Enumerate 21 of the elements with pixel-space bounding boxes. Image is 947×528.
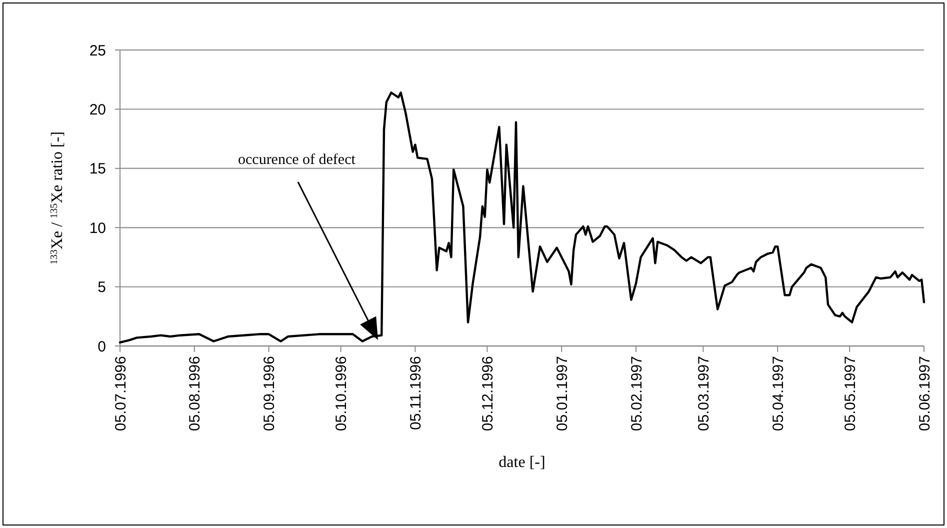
x-tick-label: 05.06.1997 [916,356,934,432]
y-tick-label: 15 [89,160,106,178]
y-tick-label: 25 [89,42,106,60]
x-axis-title: date [-] [498,454,546,471]
x-tick-label: 05.11.1996 [407,356,424,430]
line-series [118,92,926,344]
x-tick-label: 05.09.1996 [261,356,278,432]
y-tick-label: 10 [89,220,106,237]
x-tick-label: 05.03.1997 [695,356,712,432]
x-tick-label: 05.04.1997 [770,356,787,432]
x-tick-label: 05.01.1997 [554,356,571,432]
y-tick-label: 5 [98,279,106,296]
x-tick-label: 05.10.1996 [333,356,350,432]
x-tick-label: 05.07.1996 [112,356,130,432]
annotation: occurence of defect [238,152,356,168]
x-tick-label: 05.05.1997 [842,356,859,432]
y-tick-label: 20 [89,101,106,118]
y-tick-label: 0 [98,338,106,356]
x-tick-label: 05.02.1997 [628,356,646,432]
x-tick-label: 05.12.1996 [479,356,496,432]
x-tick-label: 05.08.1996 [186,356,204,432]
